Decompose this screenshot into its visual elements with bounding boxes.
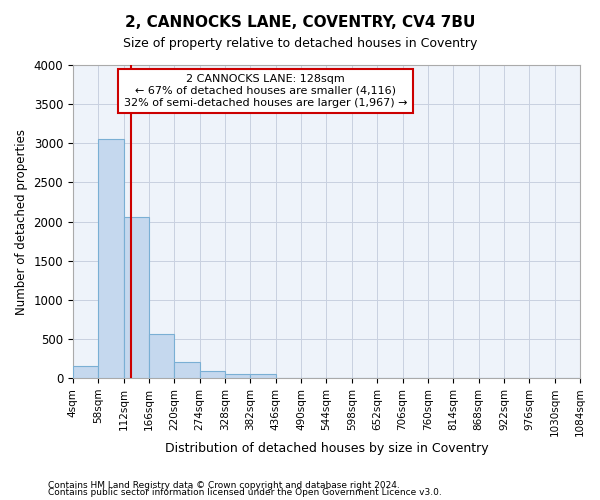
- Bar: [200, 372, 225, 378]
- Text: Contains public sector information licensed under the Open Government Licence v3: Contains public sector information licen…: [48, 488, 442, 497]
- X-axis label: Distribution of detached houses by size in Coventry: Distribution of detached houses by size …: [164, 442, 488, 455]
- Text: Size of property relative to detached houses in Coventry: Size of property relative to detached ho…: [123, 38, 477, 51]
- Bar: [250, 374, 276, 378]
- Bar: [73, 366, 98, 378]
- Bar: [175, 362, 200, 378]
- Bar: [149, 334, 175, 378]
- Bar: [225, 374, 250, 378]
- Y-axis label: Number of detached properties: Number of detached properties: [15, 128, 28, 314]
- Text: 2, CANNOCKS LANE, COVENTRY, CV4 7BU: 2, CANNOCKS LANE, COVENTRY, CV4 7BU: [125, 15, 475, 30]
- Bar: [124, 217, 149, 378]
- Bar: [98, 138, 124, 378]
- Text: 2 CANNOCKS LANE: 128sqm
← 67% of detached houses are smaller (4,116)
32% of semi: 2 CANNOCKS LANE: 128sqm ← 67% of detache…: [124, 74, 407, 108]
- Text: Contains HM Land Registry data © Crown copyright and database right 2024.: Contains HM Land Registry data © Crown c…: [48, 480, 400, 490]
